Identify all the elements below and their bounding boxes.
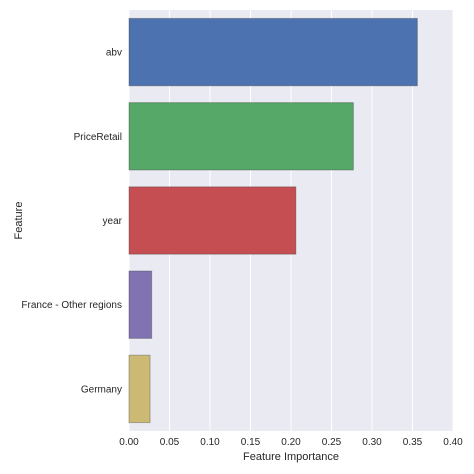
bar: [128, 354, 151, 424]
x-tick-label: 0.25: [322, 437, 342, 448]
x-axis-title: Feature Importance: [243, 451, 339, 463]
y-tick-label: PriceRetail: [74, 132, 122, 143]
y-axis-title: Feature: [13, 202, 25, 240]
x-tick-label: 0.00: [119, 437, 139, 448]
x-tick-label: 0.20: [281, 437, 301, 448]
x-tick-label: 0.35: [403, 437, 423, 448]
bars: [128, 17, 418, 424]
bar: [128, 17, 418, 87]
x-tick-label: 0.40: [443, 437, 463, 448]
y-tick-labels: abv PriceRetail year France - Other regions…: [21, 48, 122, 396]
y-tick-label: Germany: [81, 384, 122, 395]
x-tick-label: 0.10: [200, 437, 220, 448]
bar: [128, 186, 297, 255]
y-tick-label: abv: [106, 48, 122, 59]
x-tick-labels: 0.00 0.05 0.10 0.15 0.20 0.25 0.30 0.35 0.40: [119, 437, 463, 448]
bar: [128, 102, 354, 171]
x-tick-label: 0.30: [362, 437, 382, 448]
x-tick-label: 0.05: [160, 437, 180, 448]
x-tick-label: 0.15: [241, 437, 261, 448]
y-tick-label: France - Other regions: [21, 300, 122, 311]
y-tick-label: year: [103, 216, 123, 227]
bar: [128, 270, 153, 339]
